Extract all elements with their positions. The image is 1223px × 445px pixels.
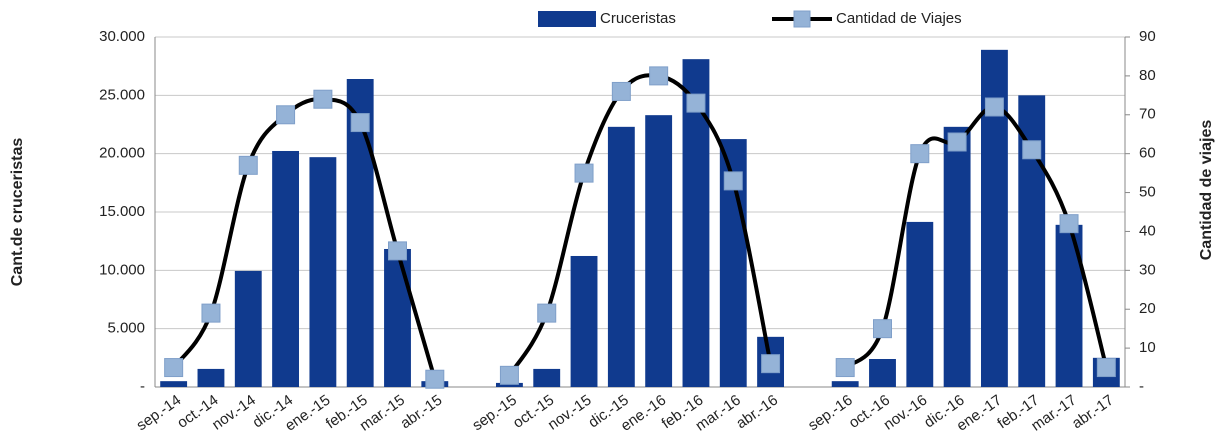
line-marker [313,89,333,109]
x-tick-label: sep.-16 [805,392,856,435]
line-marker [350,113,370,133]
line-marker [835,358,855,378]
x-tick-label: nov.-15 [545,392,595,434]
bar [906,221,934,387]
y2-tick-label: 80 [1139,67,1156,84]
y-tick-label: 15.000 [99,203,145,220]
y2-tick-label: 70 [1139,106,1156,123]
line-marker [873,319,892,339]
x-tick-label: abr.-17 [1069,392,1117,433]
line-marker [910,144,930,164]
y-axis-title: Cant.de cruceristas [9,138,26,287]
y-tick-label: - [140,378,145,395]
y2-tick-label: 40 [1139,222,1156,239]
x-tick-label: nov.-16 [881,392,931,434]
line-marker [1022,140,1042,160]
x-tick-label: abr.-16 [733,392,781,433]
y2-tick-label: 50 [1139,184,1156,201]
y-tick-label: 20.000 [99,145,145,162]
line-marker [947,132,967,152]
line-marker [984,97,1004,117]
bar [272,150,300,387]
y2-tick-label: 20 [1139,300,1156,317]
x-tick-label: abr.-15 [397,392,445,433]
y-tick-label: 25.000 [99,86,145,103]
bar [1018,95,1046,387]
y-tick-label: 5.000 [107,320,145,337]
y2-tick-label: - [1139,378,1144,395]
line-marker [723,171,743,191]
bar [160,381,188,387]
bar [234,270,262,387]
line-marker [649,66,669,86]
bar [831,381,859,387]
line-marker [1096,358,1116,378]
line-marker [238,155,258,175]
bar [607,126,635,387]
legend-label: Cantidad de Viajes [836,10,962,27]
line-marker [611,81,631,101]
x-tick-label: sep.-15 [469,392,520,435]
legend-marker [793,10,811,28]
legend-label: Cruceristas [600,10,676,27]
line-marker [425,369,445,389]
legend-swatch [538,11,596,27]
y2-axis-title: Cantidad de viajes [1198,120,1215,261]
bar [869,359,896,387]
line-marker [201,303,221,323]
line-marker [1059,214,1079,234]
x-tick-label: sep.-14 [133,392,184,435]
bar [533,368,561,387]
line-marker [276,105,296,125]
line-marker [164,358,184,378]
line-marker [499,365,519,385]
bar [570,255,598,387]
bar [309,157,337,387]
y2-tick-label: 90 [1139,28,1156,45]
y2-tick-label: 30 [1139,261,1156,278]
bar [943,126,971,387]
line-marker [537,303,557,323]
y-tick-label: 10.000 [99,261,145,278]
line-marker [686,93,706,113]
line-marker [761,354,781,374]
y2-tick-label: 10 [1139,339,1156,356]
bar [197,368,225,387]
bar [495,382,523,387]
x-tick-label: nov.-14 [209,392,259,434]
bar [645,115,673,388]
bar [384,248,411,387]
y-tick-label: 30.000 [99,28,145,45]
line-marker [388,241,407,261]
line-marker [574,163,594,183]
y2-tick-label: 60 [1139,145,1156,162]
